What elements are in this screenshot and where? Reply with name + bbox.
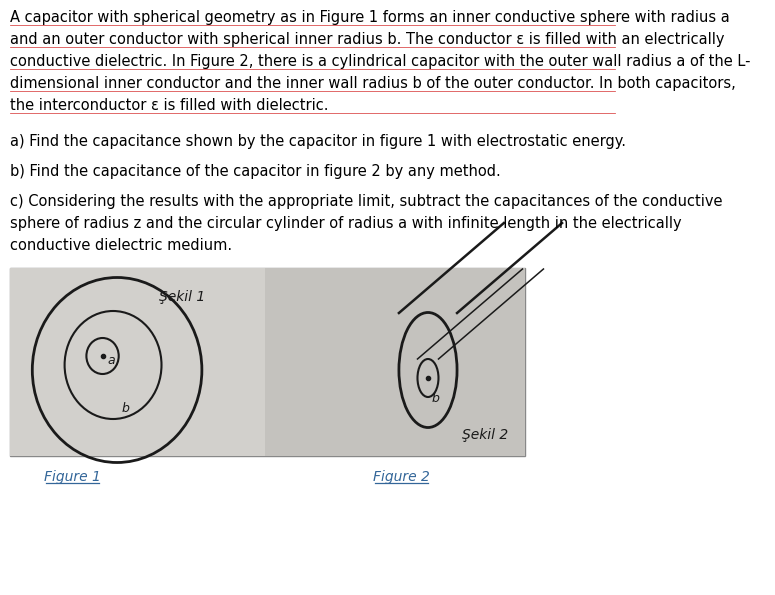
Text: conductive dielectric medium.: conductive dielectric medium. [10, 238, 232, 253]
Text: and an outer conductor with spherical inner radius b. The conductor ε is filled : and an outer conductor with spherical in… [10, 32, 724, 47]
Bar [10, 268, 525, 456]
Text: b: b [121, 402, 129, 415]
Text: Şekil 2: Şekil 2 [462, 428, 508, 442]
Bar [10, 268, 265, 456]
Text: A capacitor with spherical geometry as in Figure 1 forms an inner conductive sph: A capacitor with spherical geometry as i… [10, 10, 729, 25]
Text: dimensional inner conductor and the inner wall radius b of the outer conductor. : dimensional inner conductor and the inne… [10, 76, 735, 91]
Bar [265, 268, 525, 456]
Text: a) Find the capacitance shown by the capacitor in figure 1 with electrostatic en: a) Find the capacitance shown by the cap… [10, 134, 625, 149]
Text: Figure 2: Figure 2 [373, 470, 430, 484]
Text: conductive dielectric. In Figure 2, there is a cylindrical capacitor with the ou: conductive dielectric. In Figure 2, ther… [10, 54, 750, 69]
Text: c) Considering the results with the appropriate limit, subtract the capacitances: c) Considering the results with the appr… [10, 194, 722, 209]
Text: b) Find the capacitance of the capacitor in figure 2 by any method.: b) Find the capacitance of the capacitor… [10, 164, 501, 179]
Text: the interconductor ε is filled with dielectric.: the interconductor ε is filled with diel… [10, 98, 328, 113]
Text: a: a [108, 353, 115, 367]
Text: sphere of radius z and the circular cylinder of radius a with infinite length in: sphere of radius z and the circular cyli… [10, 216, 681, 231]
Text: Figure 1: Figure 1 [44, 470, 101, 484]
Text: Şekil 1: Şekil 1 [159, 290, 205, 304]
Text: b: b [431, 392, 439, 405]
